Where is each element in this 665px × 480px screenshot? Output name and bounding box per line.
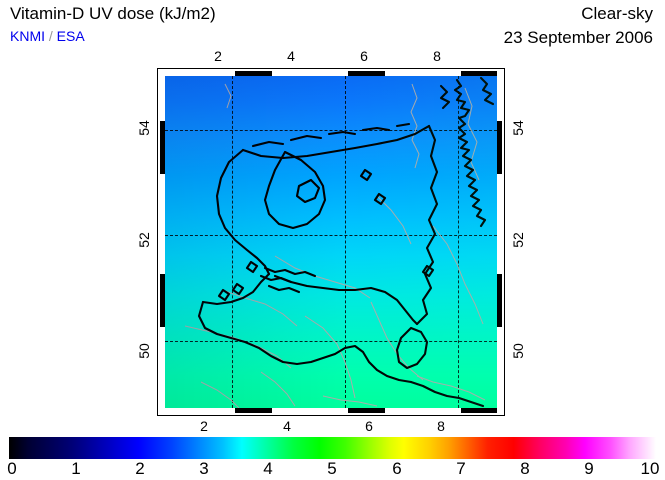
colorbar-tick-7: 7 — [456, 459, 466, 478]
tick-left-54: 54 — [135, 120, 152, 136]
header: Vitamin-D UV dose (kJ/m2) KNMI / ESA Cle… — [0, 0, 665, 52]
tick-top-8: 8 — [433, 48, 441, 64]
credit-knmi: KNMI — [10, 28, 45, 44]
credit-esa: ESA — [56, 28, 85, 44]
colorbar-tick-0: 0 — [7, 459, 17, 478]
colorbar-tick-labels: 0 1 2 3 4 5 6 7 8 9 10 — [0, 459, 665, 480]
tick-top-4: 4 — [287, 48, 295, 64]
colorbar-tick-10: 10 — [640, 459, 660, 478]
colorbar-tick-3: 3 — [199, 459, 209, 478]
gridline-lat-50 — [165, 341, 497, 342]
tick-bottom-6: 6 — [365, 418, 373, 434]
axis-band-seg — [160, 327, 165, 413]
date-label: 23 September 2006 — [503, 28, 653, 47]
axis-band-seg — [160, 408, 235, 413]
axis-band-seg — [160, 71, 235, 76]
colorbar — [9, 437, 656, 459]
tick-left-50: 50 — [135, 343, 152, 359]
page-title: Vitamin-D UV dose (kJ/m2) — [10, 4, 216, 23]
coastline-and-borders — [197, 76, 495, 408]
tick-right-52: 52 — [509, 232, 526, 248]
gridline-lat-52 — [165, 235, 497, 236]
axis-band-seg — [160, 71, 165, 121]
map-panel — [157, 68, 505, 416]
colorbar-tick-8: 8 — [520, 459, 530, 478]
gridline-lat-54 — [165, 130, 497, 131]
river-network — [184, 83, 486, 408]
tick-left-52: 52 — [135, 232, 152, 248]
colorbar-tick-4: 4 — [263, 459, 273, 478]
sky-condition-label: Clear-sky — [581, 4, 653, 23]
axis-band-seg — [497, 327, 502, 413]
colorbar-tick-9: 9 — [584, 459, 594, 478]
geography-overlay — [184, 76, 495, 408]
axis-band-seg — [497, 174, 502, 274]
credit-line: KNMI / ESA — [10, 28, 85, 44]
colorbar-tick-1: 1 — [71, 459, 81, 478]
colorbar-tick-6: 6 — [392, 459, 402, 478]
gridline-lon-6 — [458, 76, 459, 408]
tick-right-50: 50 — [509, 343, 526, 359]
gridline-lon-4 — [345, 76, 346, 408]
uv-dose-raster — [165, 76, 497, 408]
colorbar-gradient — [9, 437, 656, 459]
axis-band-seg — [160, 174, 165, 274]
tick-bottom-4: 4 — [283, 418, 291, 434]
tick-top-2: 2 — [214, 48, 222, 64]
colorbar-tick-5: 5 — [327, 459, 337, 478]
colorbar-tick-2: 2 — [135, 459, 145, 478]
axis-band-seg — [497, 71, 502, 121]
tick-bottom-2: 2 — [200, 418, 208, 434]
tick-right-54: 54 — [509, 120, 526, 136]
axis-band-seg — [385, 71, 461, 76]
axis-band-seg — [272, 71, 348, 76]
gridline-lon-2 — [232, 76, 233, 408]
credit-separator: / — [45, 28, 57, 44]
tick-bottom-8: 8 — [437, 418, 445, 434]
axis-band-seg — [385, 408, 461, 413]
axis-band-seg — [272, 408, 348, 413]
tick-top-6: 6 — [360, 48, 368, 64]
